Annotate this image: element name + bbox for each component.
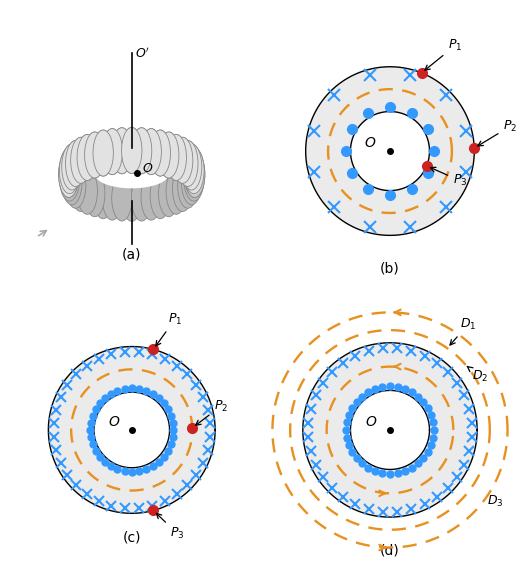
Ellipse shape [141, 128, 161, 175]
Ellipse shape [84, 171, 105, 217]
Text: $D_2$: $D_2$ [467, 367, 489, 385]
Ellipse shape [122, 175, 142, 221]
Ellipse shape [62, 159, 82, 205]
Text: $D_3$: $D_3$ [486, 494, 503, 509]
Ellipse shape [65, 162, 86, 208]
Ellipse shape [150, 173, 171, 218]
Ellipse shape [58, 151, 79, 198]
Ellipse shape [112, 175, 132, 221]
Text: $P_3$: $P_3$ [431, 167, 467, 188]
Ellipse shape [58, 151, 79, 198]
Ellipse shape [71, 137, 91, 184]
Text: $P_2$: $P_2$ [196, 399, 228, 425]
Ellipse shape [84, 132, 105, 178]
Ellipse shape [95, 160, 169, 188]
Ellipse shape [172, 137, 193, 184]
Ellipse shape [77, 134, 97, 181]
Text: $O'$: $O'$ [135, 46, 150, 61]
Ellipse shape [166, 134, 187, 181]
Polygon shape [48, 346, 215, 514]
Ellipse shape [166, 168, 187, 214]
Ellipse shape [150, 130, 171, 176]
Ellipse shape [184, 155, 204, 201]
Text: $P_1$: $P_1$ [156, 312, 182, 346]
Ellipse shape [65, 141, 86, 187]
Text: (a): (a) [122, 248, 142, 261]
Ellipse shape [77, 134, 97, 181]
Text: (b): (b) [380, 261, 400, 275]
Ellipse shape [131, 128, 152, 174]
Text: $O$: $O$ [365, 415, 377, 429]
Text: $P_1$: $P_1$ [425, 38, 462, 70]
Ellipse shape [178, 141, 198, 187]
Ellipse shape [93, 130, 113, 176]
Ellipse shape [159, 132, 179, 178]
Ellipse shape [181, 159, 202, 205]
Text: $P_3$: $P_3$ [157, 514, 185, 541]
Ellipse shape [60, 155, 80, 201]
Ellipse shape [102, 128, 122, 175]
Ellipse shape [60, 148, 80, 193]
Text: $O$: $O$ [364, 136, 376, 150]
Ellipse shape [131, 175, 152, 221]
Ellipse shape [181, 144, 202, 190]
Ellipse shape [112, 128, 132, 174]
Text: (c): (c) [122, 530, 141, 544]
Ellipse shape [71, 166, 91, 211]
Ellipse shape [172, 137, 193, 184]
Text: $P_2$: $P_2$ [478, 119, 518, 146]
Ellipse shape [166, 134, 187, 181]
Ellipse shape [77, 168, 97, 214]
Text: $O$: $O$ [142, 162, 153, 174]
Ellipse shape [184, 151, 205, 198]
Ellipse shape [102, 128, 122, 175]
Ellipse shape [62, 144, 82, 190]
Ellipse shape [60, 148, 80, 193]
Ellipse shape [102, 174, 122, 220]
Text: $O$: $O$ [108, 415, 120, 429]
Text: $D_1$: $D_1$ [450, 317, 476, 345]
Ellipse shape [184, 148, 204, 193]
Ellipse shape [178, 162, 198, 208]
Ellipse shape [172, 166, 193, 211]
Ellipse shape [141, 128, 161, 175]
Ellipse shape [159, 171, 179, 217]
Ellipse shape [150, 130, 171, 176]
Ellipse shape [141, 174, 161, 220]
Text: (d): (d) [380, 543, 400, 557]
Ellipse shape [112, 128, 132, 174]
Ellipse shape [122, 127, 142, 174]
Ellipse shape [184, 148, 204, 193]
Polygon shape [303, 343, 477, 517]
Polygon shape [306, 67, 474, 235]
Ellipse shape [159, 132, 179, 178]
Ellipse shape [84, 132, 105, 178]
Ellipse shape [93, 173, 113, 218]
Ellipse shape [184, 151, 205, 198]
Ellipse shape [71, 137, 91, 184]
Ellipse shape [131, 128, 152, 174]
Ellipse shape [181, 144, 202, 190]
Ellipse shape [93, 130, 113, 176]
Ellipse shape [122, 127, 142, 174]
Ellipse shape [62, 144, 82, 190]
Ellipse shape [178, 141, 198, 187]
Ellipse shape [65, 141, 86, 187]
